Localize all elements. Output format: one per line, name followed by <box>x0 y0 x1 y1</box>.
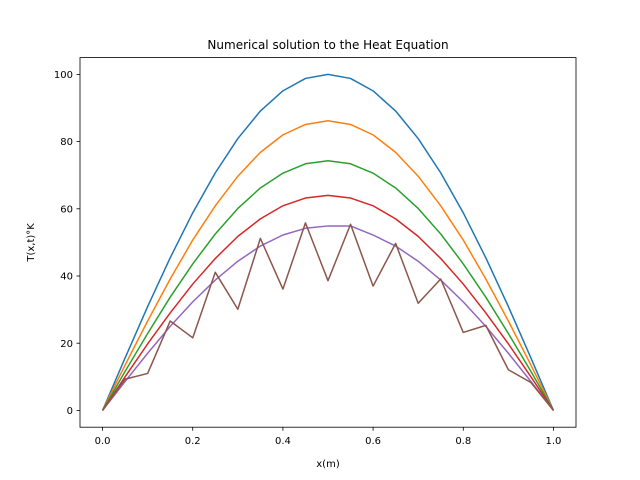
x-axis-label: x(m) <box>316 459 340 470</box>
y-tick-label: 40 <box>60 272 73 283</box>
chart-title: Numerical solution to the Heat Equation <box>207 38 448 52</box>
series-line-3 <box>101 160 555 411</box>
x-tick-label: 0.2 <box>185 436 201 447</box>
series-line-6 <box>101 222 555 411</box>
y-tick-label: 60 <box>60 204 73 215</box>
y-tick-label: 0 <box>67 406 73 417</box>
y-axis-ticks: 0 20 40 60 80 100 <box>54 70 80 417</box>
x-tick-label: 1.0 <box>546 436 562 447</box>
x-tick-label: 0.6 <box>365 436 381 447</box>
series-line-1 <box>101 73 555 411</box>
y-tick-label: 80 <box>60 137 73 148</box>
y-tick-label: 20 <box>60 339 73 350</box>
x-tick-label: 0.0 <box>95 436 111 447</box>
x-axis-ticks: 0.0 0.2 0.4 0.6 0.8 1.0 <box>95 427 562 447</box>
y-tick-label: 100 <box>54 70 73 81</box>
plot-frame <box>79 57 577 428</box>
series-line-5 <box>101 225 555 411</box>
x-tick-label: 0.4 <box>275 436 291 447</box>
series-layer <box>101 73 555 411</box>
y-axis-label: T(x,t)°K <box>26 223 37 263</box>
series-line-2 <box>101 120 555 411</box>
series-line-4 <box>101 194 555 411</box>
x-tick-label: 0.8 <box>455 436 471 447</box>
